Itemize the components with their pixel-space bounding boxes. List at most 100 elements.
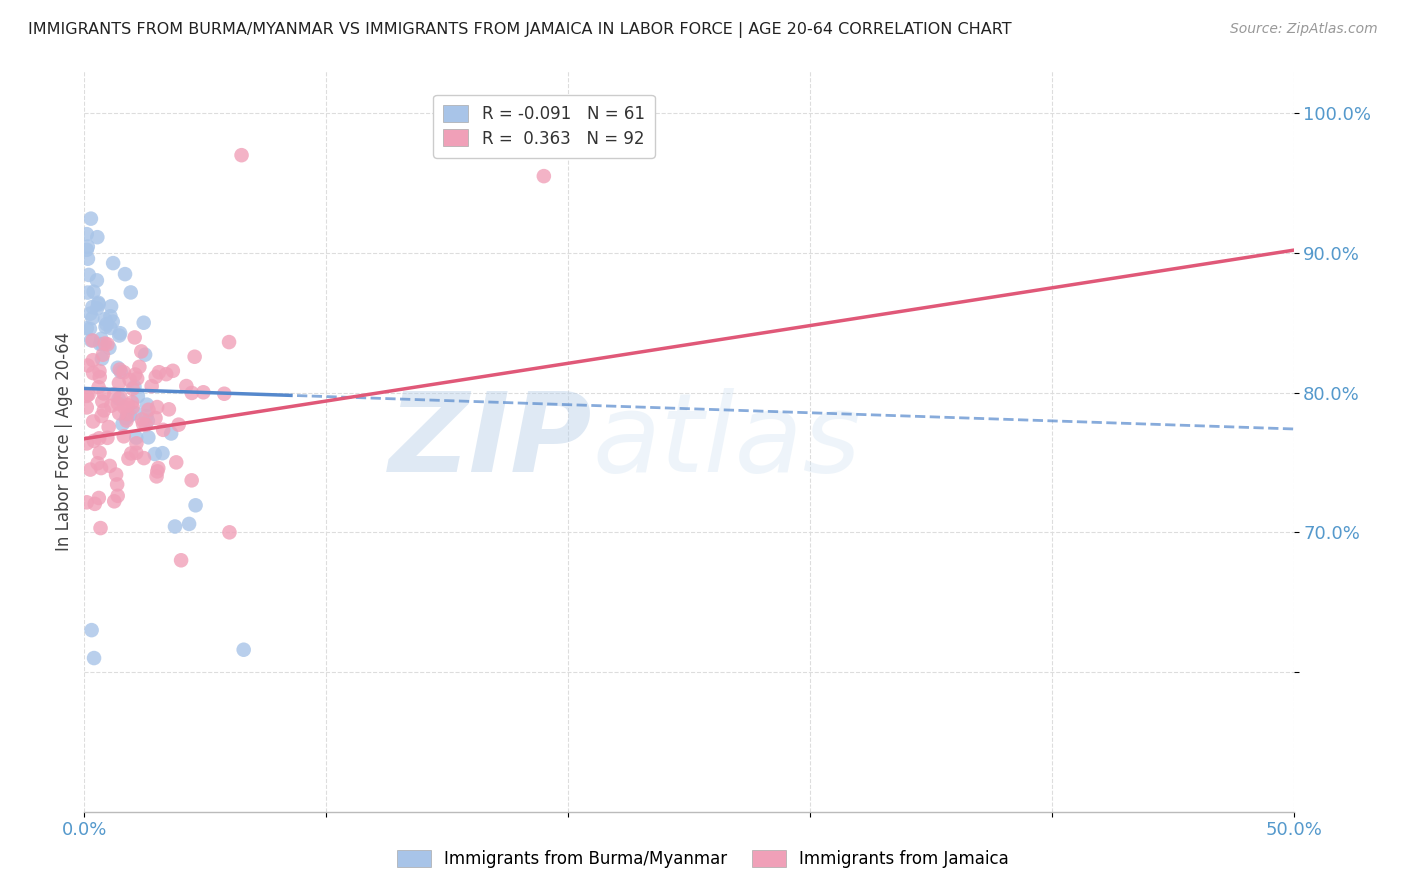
Point (124, 368, 146, 382)
Legend: R = -0.091   N = 61, R =  0.363   N = 92: R = -0.091 N = 61, R = 0.363 N = 92 (433, 95, 655, 158)
Point (89, 337, 111, 351)
Point (162, 364, 184, 378)
Point (80, 333, 103, 347)
Point (155, 367, 177, 381)
Point (145, 369, 167, 384)
Point (76, 243, 98, 257)
Point (177, 516, 200, 531)
Point (127, 371, 149, 385)
Point (125, 431, 148, 445)
Point (141, 379, 163, 393)
Point (86, 273, 108, 287)
Point (96, 317, 118, 331)
Point (107, 360, 129, 375)
Point (115, 414, 138, 428)
Point (110, 365, 132, 379)
Point (101, 256, 124, 270)
Point (83, 497, 105, 511)
Point (107, 489, 129, 503)
Point (165, 455, 187, 469)
Point (146, 464, 169, 478)
Point (91, 348, 114, 362)
Point (124, 406, 146, 420)
Point (86, 301, 108, 316)
Text: atlas: atlas (592, 388, 860, 495)
Point (232, 642, 254, 657)
Point (108, 328, 131, 343)
Point (132, 451, 155, 466)
Point (184, 498, 207, 512)
Point (117, 398, 139, 412)
Point (138, 430, 160, 444)
Point (89, 521, 111, 535)
Point (170, 553, 193, 567)
Point (134, 348, 156, 362)
Point (108, 406, 131, 420)
Point (132, 417, 155, 431)
Point (82, 300, 104, 314)
Point (89, 431, 111, 445)
Point (89, 446, 111, 460)
Point (110, 391, 132, 405)
Point (117, 407, 139, 421)
Point (180, 386, 202, 401)
Y-axis label: In Labor Force | Age 20-64: In Labor Force | Age 20-64 (55, 332, 73, 551)
Point (145, 469, 167, 483)
Point (80, 623, 103, 637)
Point (82, 311, 104, 326)
Point (105, 467, 128, 482)
Point (80, 211, 103, 226)
Point (533, 169, 555, 183)
Point (94, 336, 117, 351)
Point (132, 316, 155, 330)
Point (107, 392, 129, 406)
Point (143, 447, 166, 461)
Legend: Immigrants from Burma/Myanmar, Immigrants from Jamaica: Immigrants from Burma/Myanmar, Immigrant… (391, 843, 1015, 875)
Point (77, 268, 100, 282)
Point (100, 299, 122, 313)
Point (91, 351, 114, 366)
Point (145, 411, 167, 425)
Point (86, 456, 108, 470)
Point (87, 491, 110, 505)
Point (124, 380, 146, 394)
Point (93, 386, 115, 401)
Point (176, 379, 198, 393)
Point (89, 370, 111, 384)
Point (98, 341, 121, 355)
Point (89, 364, 111, 378)
Point (87, 297, 110, 311)
Point (115, 411, 138, 425)
Point (124, 330, 146, 344)
Point (90, 409, 112, 423)
Point (100, 309, 122, 323)
Point (127, 389, 149, 403)
Point (146, 400, 169, 414)
Point (76, 321, 98, 335)
Point (218, 525, 240, 540)
Point (121, 395, 143, 409)
Point (76, 240, 98, 254)
Point (111, 417, 134, 432)
Point (163, 519, 186, 533)
Point (91, 394, 114, 409)
Point (160, 426, 183, 441)
Point (90, 461, 112, 475)
Point (87, 380, 110, 394)
Point (90, 332, 112, 346)
Point (136, 414, 159, 428)
Point (128, 359, 150, 374)
Point (118, 408, 141, 422)
Point (121, 401, 143, 415)
Point (100, 321, 122, 335)
Point (117, 451, 139, 466)
Point (152, 446, 174, 460)
Point (135, 398, 157, 412)
Point (79, 462, 101, 476)
Point (82, 334, 104, 348)
Point (214, 386, 236, 401)
Point (86, 230, 108, 244)
Point (100, 399, 122, 413)
Point (135, 409, 157, 424)
Point (96, 337, 118, 351)
